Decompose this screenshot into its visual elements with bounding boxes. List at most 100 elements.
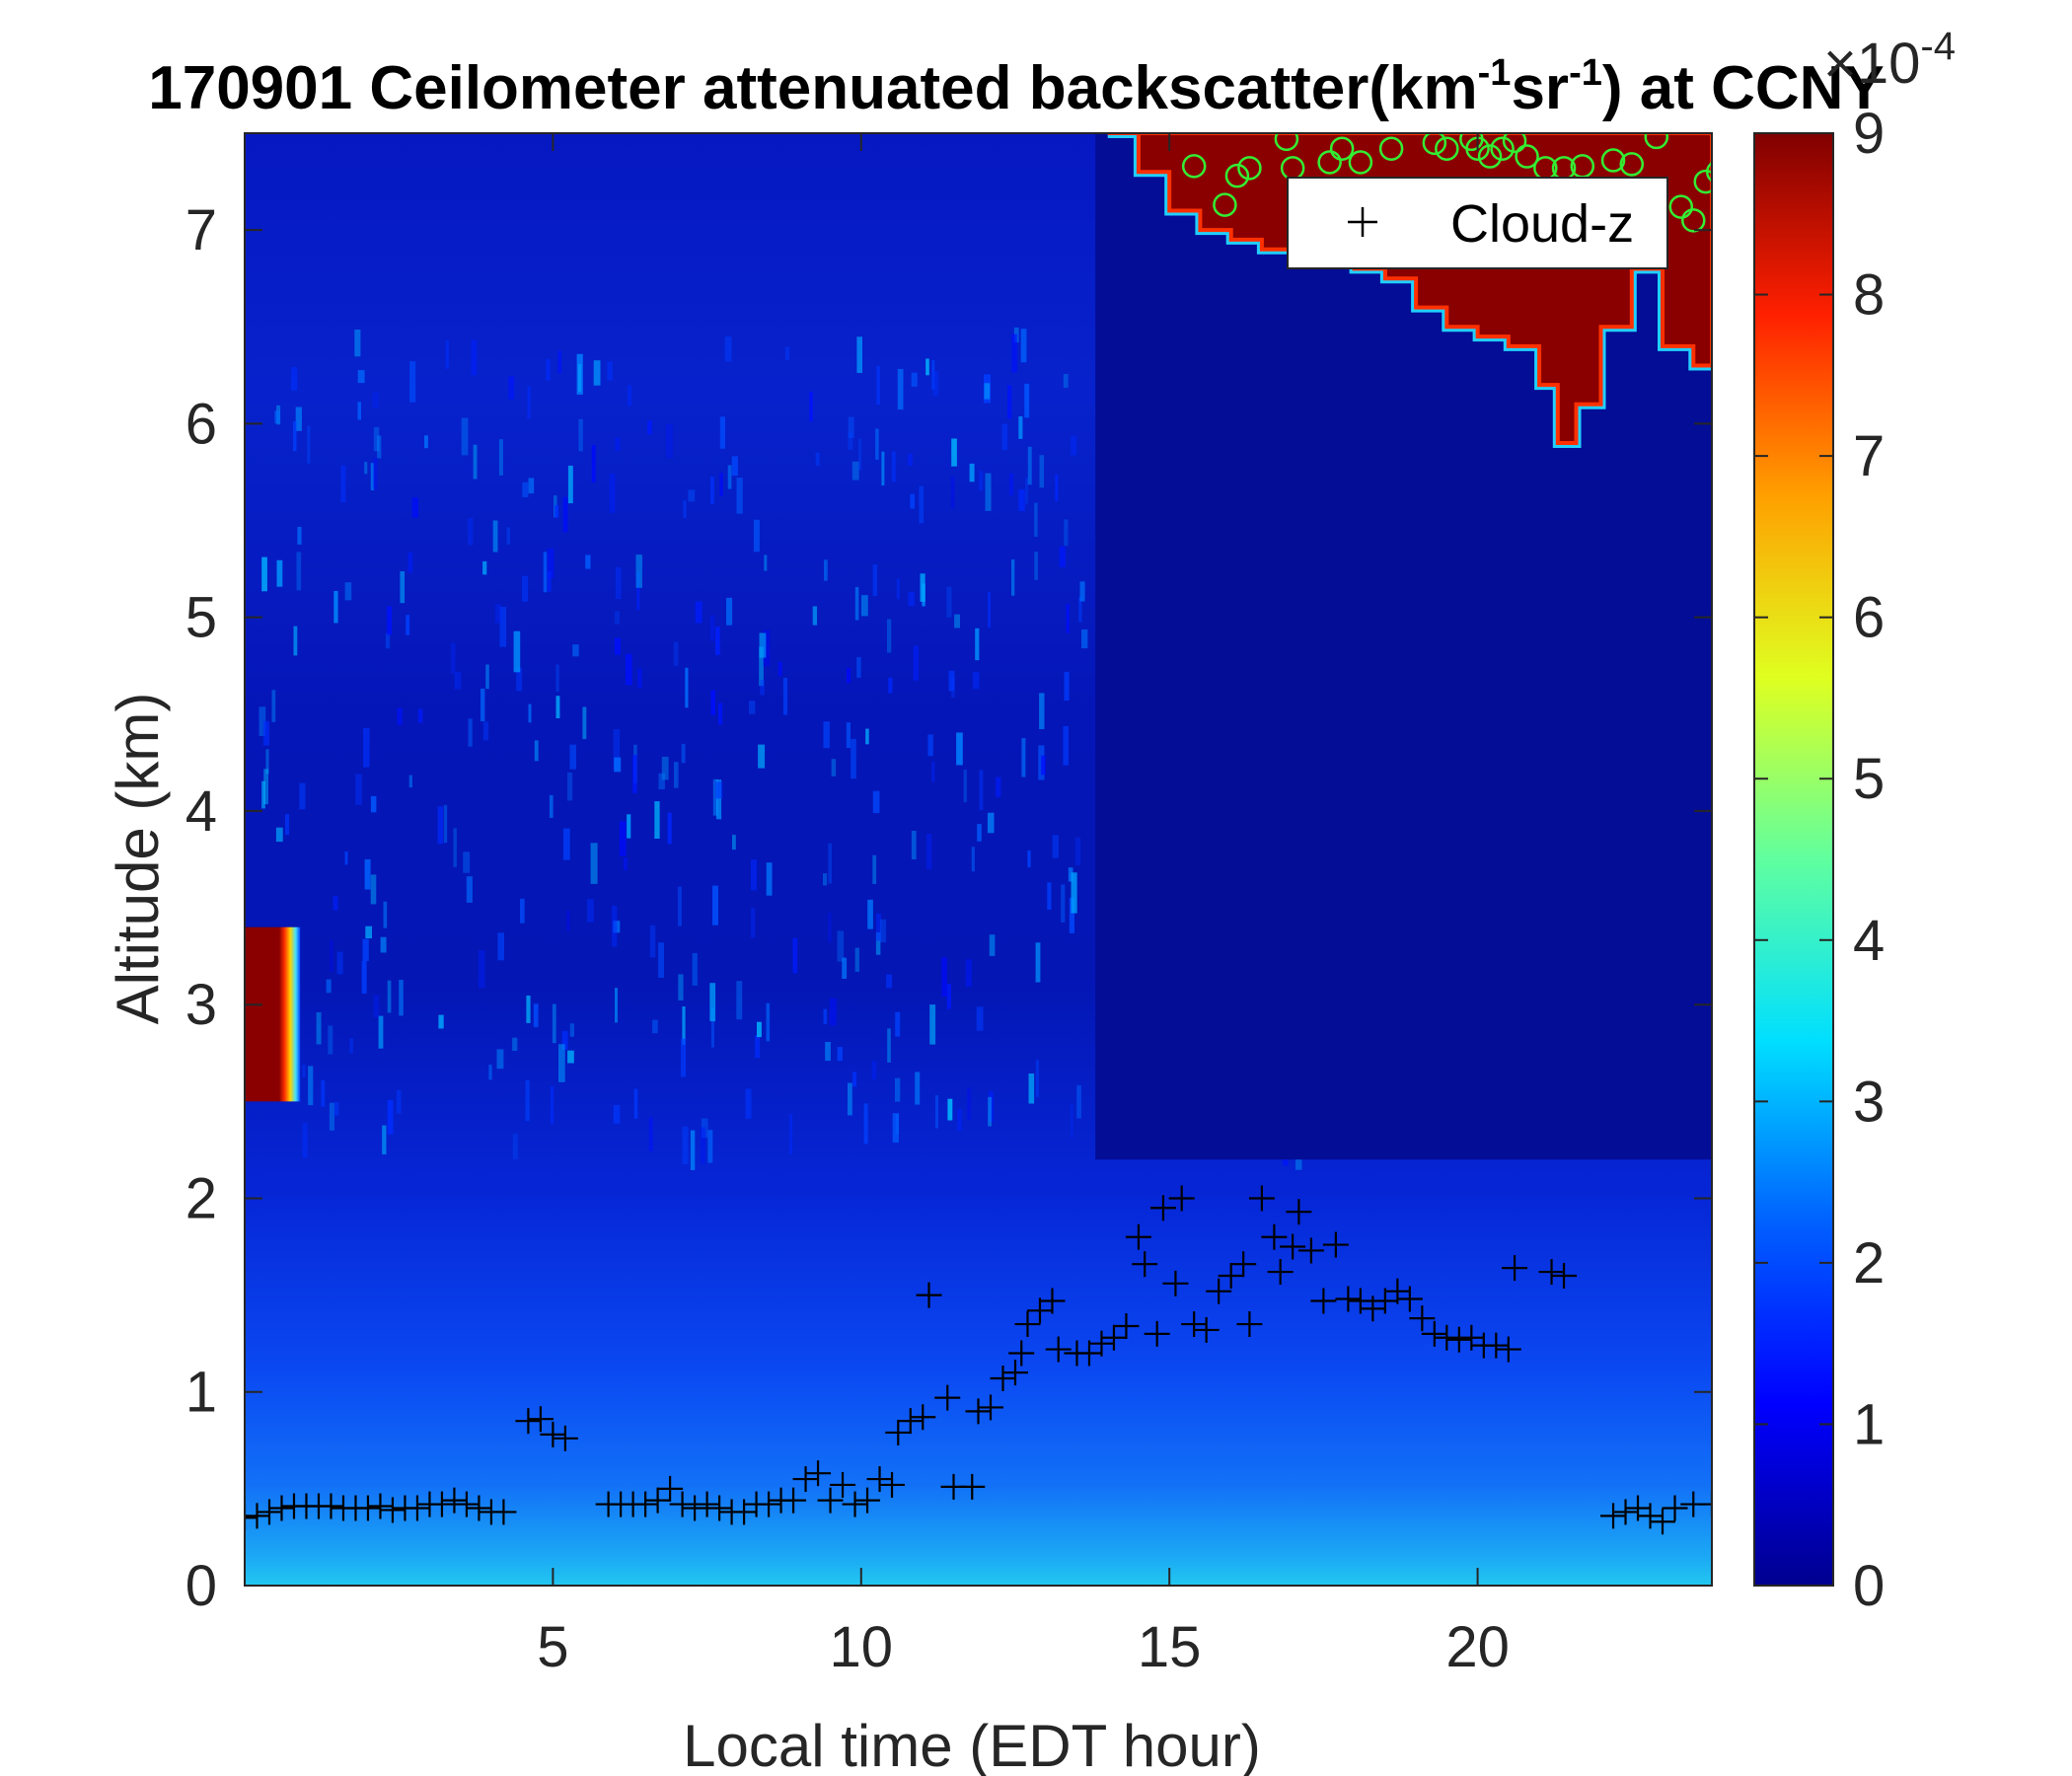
aerosol-speckle	[809, 392, 813, 422]
aerosol-speckle	[377, 435, 382, 459]
aerosol-speckle	[856, 336, 862, 373]
aerosol-speckle	[550, 1086, 555, 1124]
aerosol-speckle	[1081, 629, 1088, 649]
aerosol-speckle	[533, 1003, 539, 1028]
aerosol-speckle	[1011, 333, 1017, 373]
cloud-z-point	[453, 1491, 480, 1517]
aerosol-speckle	[758, 744, 766, 769]
aerosol-speckle	[886, 974, 892, 989]
aerosol-speckle	[362, 938, 369, 962]
y-tick-label: 1	[185, 1361, 217, 1425]
aerosol-speckle	[333, 591, 338, 624]
aerosol-speckle	[979, 770, 984, 810]
aerosol-speckle	[984, 383, 991, 400]
colorbar-tick-label: 3	[1853, 1070, 1885, 1134]
aerosol-speckle	[382, 1125, 387, 1154]
cloud-z-point	[1132, 1251, 1158, 1278]
upper-cloud-point	[1706, 161, 1712, 183]
aerosol-speckle	[759, 632, 767, 658]
aerosol-speckle	[492, 520, 498, 553]
aerosol-speckle	[333, 896, 338, 911]
cloud-z-point	[682, 1495, 708, 1521]
x-tick-label: 10	[830, 1615, 894, 1679]
colorbar-tick-label: 7	[1853, 424, 1885, 488]
aerosol-speckle	[627, 814, 631, 839]
aerosol-speckle	[625, 653, 632, 686]
aerosol-speckle	[831, 759, 837, 777]
plot-area	[245, 133, 1712, 1586]
cloud-z-point	[318, 1493, 344, 1519]
legend-marker-plus-icon	[1348, 207, 1377, 237]
aerosol-speckle	[614, 611, 620, 625]
title-superscript-1: -1	[1478, 52, 1512, 94]
aerosol-speckle	[387, 1099, 394, 1135]
aerosol-speckle	[710, 477, 714, 504]
upper-cloud-point	[1502, 133, 1527, 154]
aerosol-speckle	[871, 1061, 877, 1079]
aerosol-speckle	[935, 1095, 938, 1129]
cloud-z-point	[1637, 1503, 1664, 1529]
cloud-z-point	[965, 1398, 992, 1425]
aerosol-speckle	[751, 908, 756, 938]
aerosol-speckle	[996, 777, 1001, 797]
cloud-z-point	[379, 1497, 406, 1523]
cloud-z-point	[632, 1491, 659, 1517]
aerosol-speckle	[387, 980, 392, 1013]
cloud-z-point	[694, 1491, 720, 1517]
cloud-z-point	[1261, 1223, 1288, 1250]
cloud-z-point	[1014, 1311, 1041, 1338]
aerosol-speckle	[969, 463, 975, 482]
aerosol-speckle	[578, 418, 583, 452]
aerosol-speckle	[979, 471, 984, 491]
aerosol-speckle	[887, 1028, 891, 1063]
aerosol-speckle	[336, 951, 343, 975]
aerosol-speckle	[915, 1072, 921, 1105]
aerosol-speckle	[784, 346, 790, 360]
colorbar-tick-label: 0	[1853, 1554, 1885, 1618]
cloud-z-point	[245, 1505, 258, 1531]
aerosol-speckle	[927, 734, 933, 757]
aerosol-speckle	[385, 632, 391, 649]
aerosol-speckle	[406, 615, 410, 635]
aerosol-speckle	[702, 1118, 708, 1139]
cloud-z-point	[515, 1408, 542, 1435]
aerosol-speckle	[552, 1003, 556, 1044]
colorbar-ticks: 0 1 2 3 4 5 6 7 8 9	[1754, 102, 1885, 1618]
colorbar-tick-label: 1	[1853, 1392, 1885, 1456]
aerosol-speckle	[547, 548, 555, 579]
upper-cloud-point	[1274, 133, 1299, 152]
aerosol-speckle	[856, 657, 861, 678]
aerosol-speckle	[690, 1130, 696, 1170]
cloud-z-point	[1193, 1316, 1220, 1343]
x-axis-label: Local time (EDT hour)	[683, 1713, 1261, 1776]
upper-cloud-point	[1668, 194, 1694, 219]
cloud-z-point	[854, 1487, 881, 1514]
aerosol-speckle	[1039, 693, 1045, 729]
aerosol-speckle	[823, 873, 828, 886]
aerosol-speckle	[438, 1014, 444, 1029]
upper-cloud-point	[1490, 136, 1515, 161]
aerosol-speckle	[488, 1065, 492, 1080]
aerosol-speckle	[976, 1006, 984, 1031]
aerosol-speckle	[482, 721, 489, 741]
aerosol-speckle	[637, 668, 642, 689]
aerosol-speckle	[872, 854, 877, 884]
aerosol-speckle	[357, 402, 361, 420]
aerosol-speckle	[1024, 383, 1030, 418]
cloud-z-point	[792, 1466, 819, 1493]
aerosol-speckle	[892, 1113, 899, 1144]
aerosol-speckle	[709, 983, 716, 1022]
aerosol-speckle	[321, 1079, 326, 1107]
aerosol-speckle	[919, 485, 925, 524]
aerosol-speckle	[950, 476, 955, 509]
aerosol-speckle	[681, 743, 686, 764]
aerosol-speckle	[613, 729, 621, 770]
aerosol-speckle	[611, 905, 618, 947]
aerosol-speckle	[497, 932, 504, 961]
aerosol-speckle	[372, 392, 379, 408]
aerosol-speckle	[985, 473, 992, 511]
aerosol-speckle	[825, 1042, 831, 1062]
cloud-z-point	[1100, 1324, 1127, 1351]
aerosol-speckle	[837, 1047, 843, 1062]
aerosol-speckle	[715, 627, 720, 655]
